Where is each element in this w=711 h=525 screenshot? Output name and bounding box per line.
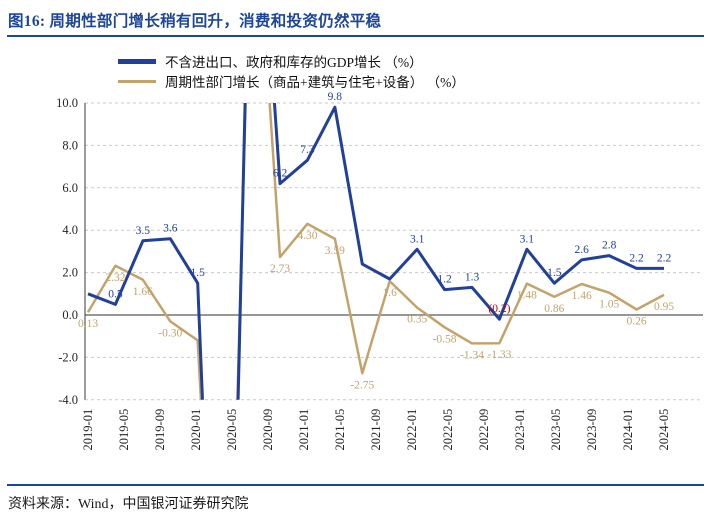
svg-text:2020-01: 2020-01 — [189, 409, 203, 451]
svg-text:-1.34: -1.34 — [460, 349, 484, 361]
svg-text:4.30: 4.30 — [297, 230, 317, 242]
svg-text:2.2: 2.2 — [629, 252, 644, 264]
y-axis-labels: 10.0 8.0 6.0 4.0 2.0 0.0 -2.0 -4.0 — [56, 96, 78, 407]
svg-text:2022-05: 2022-05 — [441, 409, 455, 451]
legend-label-gdp: 不含进出口、政府和库存的GDP增长 （%） — [165, 55, 423, 70]
svg-text:2021-09: 2021-09 — [369, 409, 383, 451]
series-line-0 — [87, 103, 664, 400]
source-note: 资料来源：Wind，中国银河证券研究院 — [8, 497, 249, 512]
svg-text:1.5: 1.5 — [547, 267, 562, 279]
svg-text:7.3: 7.3 — [300, 144, 315, 156]
legend-item-gdp: 不含进出口、政府和库存的GDP增长 （%） — [118, 51, 711, 71]
svg-text:3.6: 3.6 — [163, 223, 178, 235]
svg-text:3.5: 3.5 — [136, 225, 151, 237]
footer-divider — [7, 484, 704, 486]
cyclical-line-swatch — [118, 79, 156, 83]
svg-text:2022-01: 2022-01 — [405, 409, 419, 451]
svg-text:2020-05: 2020-05 — [225, 409, 239, 451]
svg-text:3.1: 3.1 — [520, 233, 535, 245]
line-chart: 10.0 8.0 6.0 4.0 2.0 0.0 -2.0 -4.0 0.5 3.5 3.6 1.5 6… — [56, 91, 703, 451]
svg-text:0.35: 0.35 — [407, 314, 427, 326]
svg-text:2021-05: 2021-05 — [333, 409, 347, 451]
svg-text:0.86: 0.86 — [544, 303, 564, 315]
svg-text:2024-05: 2024-05 — [657, 409, 671, 451]
svg-text:2.2: 2.2 — [657, 252, 672, 264]
svg-text:1.46: 1.46 — [572, 290, 592, 302]
svg-text:-2.75: -2.75 — [350, 379, 374, 391]
chart-legend: 不含进出口、政府和库存的GDP增长 （%） 周期性部门增长（商品+建筑与住宅+设… — [118, 51, 711, 91]
svg-text:1.3: 1.3 — [465, 271, 480, 283]
svg-text:0.26: 0.26 — [627, 315, 647, 327]
svg-text:2024-01: 2024-01 — [621, 409, 635, 451]
svg-text:1.6: 1.6 — [383, 287, 398, 299]
series-line-1 — [86, 103, 665, 400]
series-lines — [86, 103, 665, 400]
svg-text:2023-01: 2023-01 — [513, 409, 527, 451]
svg-text:-2.0: -2.0 — [58, 350, 78, 364]
svg-text:10.0: 10.0 — [56, 96, 78, 110]
svg-text:6.0: 6.0 — [62, 181, 78, 195]
legend-item-cyclical: 周期性部门增长（商品+建筑与住宅+设备） （%） — [118, 71, 711, 91]
gdp-line-swatch — [118, 58, 156, 64]
svg-text:3.59: 3.59 — [325, 245, 345, 257]
svg-text:0.95: 0.95 — [654, 301, 674, 313]
svg-text:1.48: 1.48 — [517, 290, 537, 302]
svg-text:2023-09: 2023-09 — [585, 409, 599, 451]
svg-text:2019-05: 2019-05 — [117, 409, 131, 451]
svg-text:1.05: 1.05 — [599, 299, 619, 311]
svg-text:2019-01: 2019-01 — [81, 409, 95, 451]
svg-text:0.5: 0.5 — [108, 288, 123, 300]
svg-text:4.0: 4.0 — [62, 223, 78, 237]
svg-text:2021-01: 2021-01 — [297, 409, 311, 451]
svg-text:-0.58: -0.58 — [433, 333, 457, 345]
svg-text:2019-09: 2019-09 — [153, 409, 167, 451]
svg-text:1.2: 1.2 — [437, 274, 452, 286]
svg-text:2023-05: 2023-05 — [549, 409, 563, 451]
svg-text:2.8: 2.8 — [602, 240, 617, 252]
svg-text:8.0: 8.0 — [62, 138, 78, 152]
svg-text:1.66: 1.66 — [133, 286, 153, 298]
svg-text:3.1: 3.1 — [410, 233, 425, 245]
svg-text:1.5: 1.5 — [191, 267, 206, 279]
svg-text:2.0: 2.0 — [62, 266, 78, 280]
svg-text:(0.2): (0.2) — [488, 303, 510, 315]
svg-text:2.73: 2.73 — [270, 263, 290, 275]
figure-title: 图16: 周期性部门增长稍有回升，消费和投资仍然平稳 — [8, 13, 382, 30]
svg-text:2022-09: 2022-09 — [477, 409, 491, 451]
data-labels: 0.5 3.5 3.6 1.5 6.2 7.3 9.8 3.1 1.2 1.3 (0.2) 3.1 1.… — [78, 91, 674, 391]
x-axis-labels: 2019-01 2019-05 2019-09 2020-01 2020-05 2020-… — [81, 409, 671, 451]
legend-label-cyclical: 周期性部门增长（商品+建筑与住宅+设备） （%） — [165, 75, 465, 90]
svg-text:0.0: 0.0 — [62, 308, 78, 322]
svg-text:-0.30: -0.30 — [158, 327, 182, 339]
chart-area: 10.0 8.0 6.0 4.0 2.0 0.0 -2.0 -4.0 0.5 3.5 3.6 1.5 6… — [0, 91, 711, 482]
svg-text:9.8: 9.8 — [328, 91, 343, 103]
svg-text:2020-09: 2020-09 — [261, 409, 275, 451]
svg-text:2.6: 2.6 — [575, 244, 590, 256]
svg-text:2.32: 2.32 — [105, 272, 125, 284]
svg-text:6.2: 6.2 — [273, 168, 288, 180]
title-divider — [7, 35, 704, 37]
svg-text:0.13: 0.13 — [78, 318, 98, 330]
svg-text:-4.0: -4.0 — [58, 393, 78, 407]
svg-text:-1.33: -1.33 — [487, 349, 511, 361]
